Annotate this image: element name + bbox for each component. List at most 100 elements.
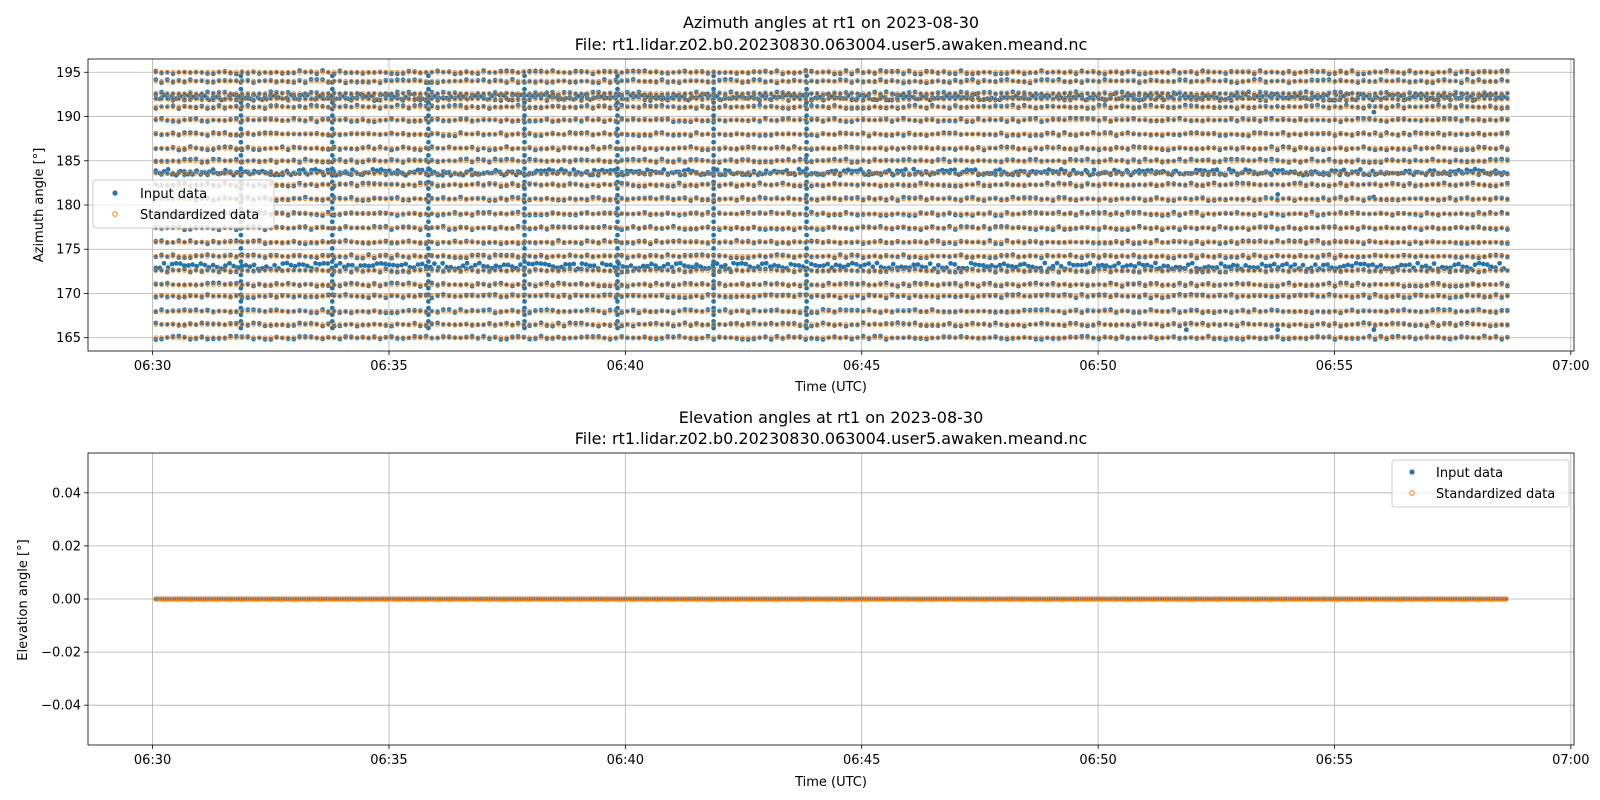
data-point (274, 224, 279, 230)
data-point (469, 252, 475, 258)
data-point (205, 159, 210, 165)
data-point (170, 130, 176, 136)
data-point (348, 210, 354, 216)
grid (88, 59, 1574, 351)
data-point (394, 195, 400, 200)
data-point (199, 334, 205, 340)
data-point (210, 336, 216, 342)
data-point (343, 116, 348, 122)
data-point (268, 323, 274, 328)
data-point (481, 157, 486, 163)
data-point (159, 252, 164, 258)
data-point (291, 238, 297, 244)
data-point (228, 269, 233, 275)
data-point (228, 252, 233, 258)
data-point (417, 92, 423, 97)
data-point (348, 334, 354, 340)
data-point (279, 71, 285, 76)
data-point (274, 294, 279, 300)
data-point (354, 197, 360, 203)
data-point (377, 253, 383, 258)
data-point (337, 157, 343, 162)
data-point (498, 130, 504, 136)
data-point (182, 307, 187, 313)
data-point (458, 116, 463, 122)
data-point (371, 292, 377, 298)
data-point (274, 281, 279, 286)
data-point (475, 130, 481, 136)
data-point (400, 197, 406, 203)
data-point (182, 323, 187, 328)
data-point (216, 130, 222, 136)
data-point (366, 180, 371, 186)
data-point (205, 292, 210, 298)
data-point (337, 283, 343, 289)
data-point (222, 89, 228, 95)
data-point (464, 292, 469, 298)
data-point (274, 307, 279, 313)
data-point (268, 283, 274, 288)
data-point (193, 105, 199, 111)
data-point (251, 238, 256, 244)
data-point (464, 238, 469, 244)
data-point (314, 130, 320, 136)
data-point (274, 79, 279, 85)
data-point (325, 159, 331, 165)
data-point (412, 77, 417, 83)
data-point (256, 321, 262, 326)
data-point (170, 103, 176, 109)
data-point (458, 224, 463, 230)
data-point (504, 133, 509, 139)
data-point (366, 283, 371, 289)
data-point (268, 307, 274, 313)
data-point (475, 210, 481, 215)
data-point (464, 77, 469, 83)
data-point (389, 116, 394, 122)
data-point (164, 280, 170, 286)
data-point (285, 147, 291, 153)
data-point (458, 255, 463, 261)
data-point (348, 180, 354, 186)
data-point (510, 119, 515, 124)
data-point (176, 132, 182, 138)
data-point (458, 157, 463, 162)
data-point (406, 255, 412, 260)
data-point (406, 224, 412, 230)
data-point (481, 77, 486, 83)
data-point (337, 323, 343, 329)
data-point (182, 294, 187, 300)
data-point (182, 266, 187, 272)
data-point (233, 147, 239, 152)
data-point (417, 212, 423, 218)
data-point (377, 309, 383, 315)
data-point (366, 197, 371, 203)
data-point (233, 320, 239, 326)
data-point (417, 292, 423, 298)
data-point (297, 224, 302, 230)
data-point (233, 132, 239, 138)
data-point (498, 119, 504, 124)
data-point (205, 307, 210, 313)
data-point (366, 80, 371, 85)
data-point (510, 157, 515, 162)
data-point (159, 336, 164, 342)
data-point (354, 118, 360, 124)
data-point (245, 71, 251, 76)
data-point (429, 116, 435, 122)
data-point (440, 281, 446, 286)
data-point (314, 90, 320, 95)
data-point (199, 294, 205, 300)
data-point (469, 212, 475, 218)
data-point (182, 92, 187, 97)
data-point (366, 118, 371, 124)
data-point (498, 68, 504, 74)
data-point (348, 157, 354, 163)
data-point (314, 183, 320, 189)
data-point (487, 320, 492, 326)
data-point (492, 226, 498, 232)
data-point (458, 70, 463, 76)
data-point (285, 197, 291, 203)
data-point (481, 241, 486, 246)
data-point (302, 105, 308, 111)
data-point (504, 197, 509, 203)
